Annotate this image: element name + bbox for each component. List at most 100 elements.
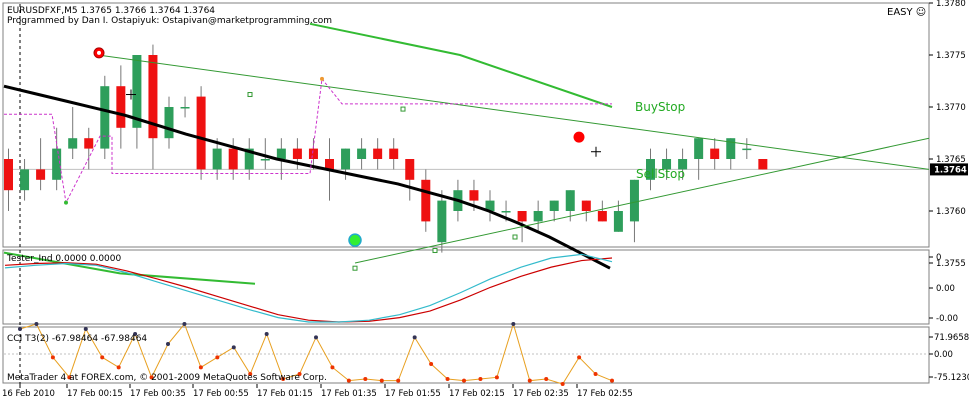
cci-point — [166, 342, 170, 346]
indicator1-label: Tester_Ind 0.0000 0.0000 — [6, 254, 122, 264]
stop-dashed-line — [4, 77, 612, 205]
candle-body — [244, 148, 254, 170]
cci-point — [610, 378, 614, 383]
time-tick-label: 17 Feb 01:55 — [385, 389, 441, 399]
indicator1-tick-label: -0.00 — [936, 314, 958, 324]
candle-body — [84, 138, 94, 149]
price-tick-label: 1.3760 — [936, 207, 966, 217]
time-tick-label: 17 Feb 01:35 — [321, 389, 377, 399]
cci-point — [83, 327, 88, 331]
cci-point — [445, 377, 450, 381]
cci-point — [429, 362, 434, 366]
candle-body — [421, 179, 431, 222]
candle-body — [694, 138, 704, 159]
cci-point — [281, 377, 286, 381]
candle-body — [100, 86, 110, 149]
cci-point — [116, 365, 121, 370]
trendline-anchor — [400, 106, 406, 112]
time-tick-label: 17 Feb 00:35 — [130, 389, 186, 399]
candle-body — [116, 86, 126, 128]
chart-objects — [4, 47, 930, 271]
trendline-anchor — [512, 234, 518, 240]
cci-point — [494, 375, 499, 380]
tester-cyan-line — [4, 253, 613, 323]
cci-point — [511, 322, 516, 326]
credit-line: Programmed by Dan I. Ostapiyuk: Ostapiva… — [7, 16, 332, 26]
channel-lines — [3, 22, 613, 285]
cci-point — [215, 355, 220, 360]
candle-body — [629, 179, 639, 222]
candle-body — [68, 138, 78, 149]
candle-body — [36, 169, 46, 180]
indicator1-tick-label: 0 — [936, 253, 941, 263]
candle-body — [260, 159, 270, 161]
candle-body — [742, 148, 752, 151]
indicator2-tick-label: 71.9658 — [934, 333, 969, 343]
candle-body — [164, 107, 174, 139]
cci-point — [396, 378, 401, 383]
candle-body — [517, 211, 527, 222]
cci-point — [379, 378, 384, 383]
time-tick-label: 17 Feb 01:15 — [257, 389, 313, 399]
sellstop-label: SellStop — [636, 167, 685, 181]
candle-body — [758, 159, 768, 170]
candle-body — [405, 159, 415, 180]
current-price-box — [930, 163, 968, 176]
trendline-anchor — [247, 92, 253, 98]
cci-point — [297, 372, 302, 376]
candle-body — [148, 55, 158, 139]
symbol-line: EURUSDFXF,M5 1.3765 1.3766 1.3764 1.3764 — [7, 6, 215, 16]
candle-body — [533, 211, 543, 222]
easy-badge: EASY ☺ — [887, 7, 926, 18]
candle-body — [325, 159, 334, 170]
price-tick-label: 1.3755 — [936, 259, 966, 269]
candle-body — [710, 148, 720, 159]
cci-point — [478, 377, 483, 381]
candle-body — [196, 96, 206, 170]
buystop-trendline — [97, 54, 930, 170]
candle-body — [469, 190, 479, 201]
cci-point — [50, 355, 55, 360]
moving-average-line — [3, 84, 611, 270]
cci-point — [182, 322, 187, 326]
candle-body — [212, 148, 222, 170]
indicator2-axis: 71.9658 0.00 -75.1230 — [929, 333, 969, 383]
cci-point — [133, 332, 138, 336]
cci-point — [314, 335, 318, 340]
sellstop-trendline — [354, 137, 930, 264]
cci-point — [264, 332, 269, 336]
cci-point — [34, 322, 39, 326]
channel-lower-line — [3, 251, 256, 285]
candle-body — [485, 200, 495, 211]
cci-point — [412, 335, 417, 340]
cci-point — [67, 375, 72, 380]
cci-point — [149, 375, 154, 380]
cci-point — [560, 382, 565, 386]
time-tick-label: 16 Feb 2010 — [2, 389, 55, 399]
candle-body — [4, 159, 13, 191]
candle-body — [565, 190, 575, 211]
indicator2-tick-label: 0.00 — [934, 350, 953, 360]
candle-body — [357, 148, 367, 159]
current-price-label: 1.3764 — [934, 165, 967, 175]
candle-body — [308, 148, 318, 159]
buystop-label: BuyStop — [635, 100, 685, 114]
candle-body — [292, 148, 302, 159]
indicator1-tick-label: 0.00 — [936, 284, 955, 294]
tester-indicator-lines — [4, 253, 613, 323]
time-tick-label: 17 Feb 00:55 — [193, 389, 249, 399]
ma-line — [3, 84, 611, 270]
candle-body — [613, 211, 623, 232]
cci-point — [330, 365, 335, 370]
indicator1-pane-frame — [2, 249, 930, 325]
footer-copyright: MetaTrader 4 at FOREX.com, © 2001-2009 M… — [7, 373, 327, 383]
candle-body — [373, 148, 383, 159]
cci-point — [346, 378, 351, 383]
candle-body — [646, 159, 655, 180]
candle-body — [581, 200, 591, 211]
candle-body — [228, 148, 238, 170]
cci-point — [248, 372, 253, 376]
candle-body — [597, 211, 607, 222]
